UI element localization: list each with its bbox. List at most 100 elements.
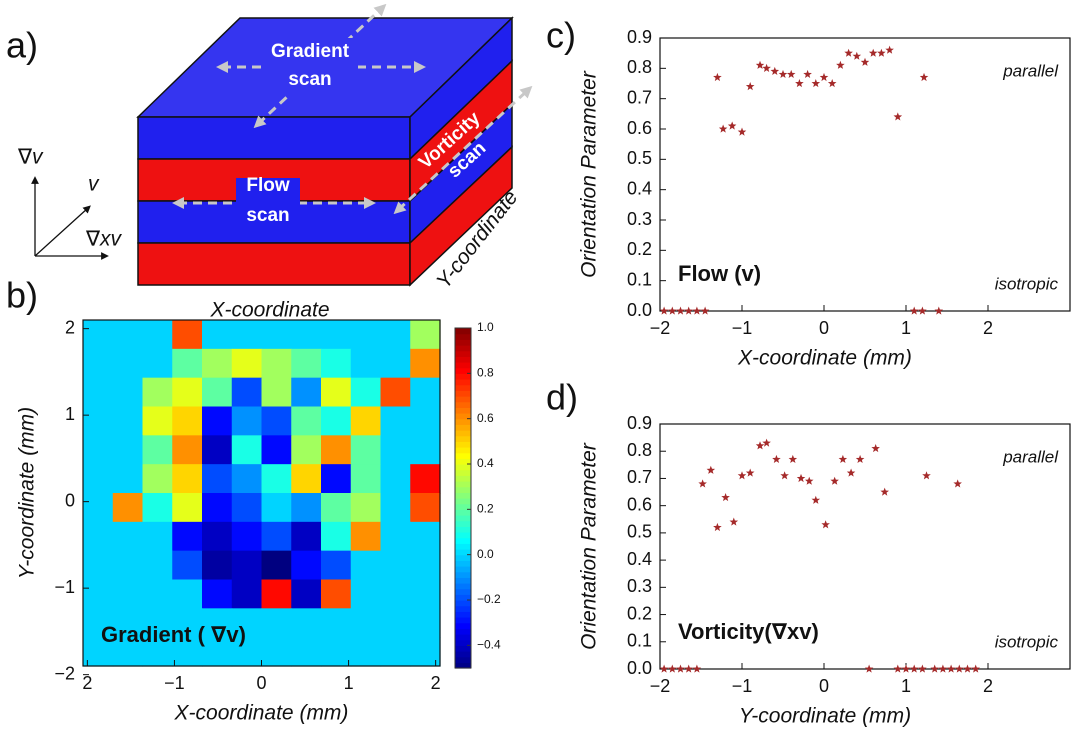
heat-cell	[112, 637, 144, 667]
panel-annotation: Gradient ( ∇v)	[101, 622, 246, 647]
data-point	[930, 664, 939, 673]
heat-cell	[202, 377, 233, 408]
heat-cell	[231, 493, 263, 523]
colorbar-slice	[455, 345, 471, 352]
colorbar-slice	[455, 401, 471, 408]
heat-cell	[380, 406, 411, 436]
data-point	[676, 664, 685, 673]
heat-cell	[261, 464, 292, 494]
heat-cell	[112, 464, 144, 494]
colorbar-slice	[455, 509, 471, 516]
x-tick-label: 1	[901, 676, 911, 696]
data-point	[721, 493, 730, 502]
heat-cell	[83, 579, 114, 609]
colorbar-label: 0.4	[477, 456, 494, 470]
heat-cell	[112, 435, 144, 465]
data-point	[706, 465, 716, 474]
colorbar-slice	[455, 498, 471, 505]
heat-cell	[291, 550, 322, 581]
data-point	[729, 517, 739, 526]
heat-cell	[261, 348, 292, 379]
heat-cell	[321, 521, 352, 552]
colorbar-slice	[455, 645, 471, 652]
colorbar-slice	[455, 333, 471, 340]
colorbar-slice	[455, 537, 471, 544]
heat-cell	[112, 377, 144, 408]
heat-cell	[202, 521, 233, 552]
x-tick-label: −1	[732, 318, 753, 338]
colorbar-slice	[455, 600, 471, 607]
heat-cell	[231, 550, 263, 581]
heat-cell	[83, 521, 114, 552]
colorbar-slice	[455, 475, 471, 482]
heat-cell	[112, 493, 144, 523]
panel-annotation: Flow (v)	[678, 261, 761, 286]
heat-cell	[172, 464, 203, 494]
heat-cell	[291, 377, 322, 408]
colorbar-slice	[455, 611, 471, 618]
data-point	[953, 479, 962, 488]
axis-symbol: ∇v	[17, 146, 44, 169]
heat-cell	[83, 435, 114, 465]
data-point	[713, 522, 722, 532]
heat-cell	[112, 406, 144, 436]
heat-cell	[142, 493, 173, 523]
heat-cell	[291, 521, 322, 552]
heat-cell	[202, 608, 233, 638]
heat-cell	[172, 550, 203, 581]
heat-cell	[380, 521, 411, 552]
x-tick-label: 0	[819, 318, 829, 338]
colorbar-slice	[455, 554, 471, 561]
x-tick-label: 1	[901, 318, 911, 338]
stripe	[137, 242, 411, 286]
data-point	[922, 471, 931, 480]
heat-cell	[291, 348, 322, 379]
colorbar-label: 1.0	[477, 320, 494, 334]
heat-cell	[350, 550, 382, 581]
x-tick-label: 2	[983, 318, 993, 338]
heat-cell	[321, 406, 352, 436]
colorbar-slice	[455, 588, 471, 595]
colorbar-slice	[455, 662, 471, 669]
colorbar-slice	[455, 424, 471, 431]
colorbar-slice	[455, 350, 471, 357]
heat-cell	[83, 608, 114, 638]
data-point	[780, 471, 789, 480]
data-point	[830, 476, 839, 485]
colorbar-slice	[455, 628, 471, 635]
colorbar-slice	[455, 577, 471, 584]
y-tick-label: −1	[54, 577, 75, 597]
data-point	[880, 487, 889, 496]
heat-cell	[261, 406, 292, 436]
heat-cell	[410, 608, 441, 638]
heat-cell	[321, 435, 352, 465]
y-tick-label: 0.1	[627, 269, 652, 289]
data-point	[659, 664, 669, 673]
heat-cell	[380, 637, 411, 667]
data-point	[811, 495, 821, 504]
data-point	[727, 121, 737, 130]
y-tick-label: 0.1	[627, 631, 652, 651]
heat-cell	[261, 493, 292, 523]
y-tick-label: 0.9	[627, 27, 652, 47]
heat-cell	[261, 377, 292, 408]
y-tick-label: 0.6	[627, 494, 652, 514]
colorbar-slice	[455, 430, 471, 437]
colorbar-slice	[455, 452, 471, 459]
panel-label: c)	[546, 15, 576, 56]
colorbar-slice	[455, 594, 471, 601]
heat-cell	[202, 406, 233, 436]
frame-axes	[31, 176, 109, 260]
data-point	[692, 306, 702, 315]
note: parallel	[1002, 61, 1059, 80]
x-axis-label: X-coordinate (mm)	[737, 347, 912, 370]
heat-cell	[112, 320, 144, 350]
data-point	[700, 306, 710, 315]
heat-cell	[83, 493, 114, 523]
heat-cell	[83, 637, 114, 667]
colorbar-slice	[455, 413, 471, 420]
data-point	[755, 60, 765, 69]
heat-cell	[142, 348, 173, 379]
heat-cell	[380, 320, 411, 350]
scan-arrow	[253, 3, 387, 129]
